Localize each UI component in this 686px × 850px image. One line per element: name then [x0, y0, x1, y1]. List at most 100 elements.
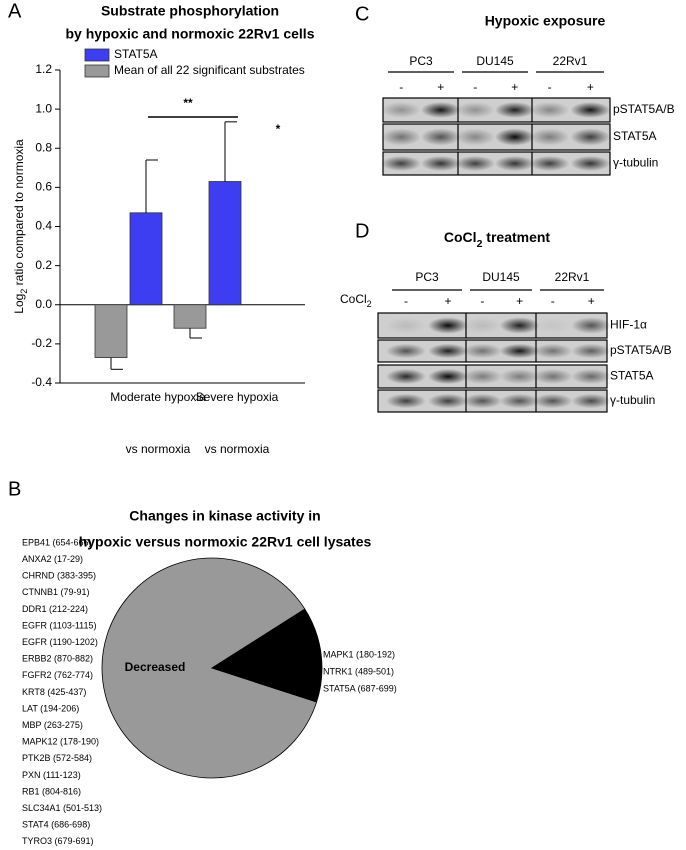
substrate-label: PXN (111-123): [22, 770, 81, 780]
y-tick-label: 1.0: [35, 101, 52, 115]
cell-line-label: PC3: [415, 270, 439, 284]
legend-label: Mean of all 22 significant substrates: [114, 63, 305, 77]
error-bar: [110, 357, 123, 370]
significance-mark: **: [183, 96, 193, 110]
error-bar: [145, 159, 158, 213]
pie-slice: [211, 608, 323, 703]
blot-band: [532, 368, 573, 385]
substrate-label: TYRO3 (679-691): [22, 836, 94, 846]
cell-line-label: DU145: [476, 54, 514, 68]
blot-band: [570, 155, 611, 172]
chart-title: by hypoxic and normoxic 22Rv1 cells: [66, 26, 315, 42]
substrate-label: EGFR (1190-1202): [22, 637, 98, 647]
blot-band: [381, 128, 422, 146]
blot-band: [455, 155, 496, 172]
blot-band: [428, 368, 468, 385]
blot-band: [462, 393, 503, 409]
y-tick-label: 0.2: [35, 258, 52, 272]
panel-label: B: [8, 478, 21, 500]
blot-band: [420, 102, 461, 118]
blot-band: [386, 343, 426, 359]
blot-band: [462, 343, 503, 359]
legend-swatch: [84, 64, 110, 78]
blot-band: [499, 368, 540, 385]
substrate-label: SLC34A1 (501-513): [22, 803, 102, 813]
panel-label: C: [355, 3, 369, 25]
substrate-label: DDR1 (212-224): [22, 604, 88, 614]
chart-title: Substrate phosphorylation: [101, 3, 279, 19]
blot-band: [455, 128, 496, 146]
substrate-label: EPB41 (654-666): [22, 537, 92, 547]
treatment-sign: +: [437, 80, 444, 94]
cell-line-label: 22Rv1: [553, 54, 588, 68]
blot-band: [532, 343, 573, 359]
text-part: Log: [12, 294, 26, 314]
blot-band: [381, 155, 422, 172]
cell-line-label: 22Rv1: [555, 270, 590, 284]
blot-band: [420, 128, 461, 146]
blot-band: [455, 102, 496, 118]
panel-title: CoCl2 treatment: [444, 229, 551, 250]
treatment-sign: +: [516, 294, 523, 308]
blot-band: [532, 393, 573, 409]
treatment-sign: -: [548, 80, 552, 94]
blot-band: [494, 155, 535, 172]
text-part: 2: [477, 238, 483, 250]
blot-band: [571, 393, 612, 409]
row-label: γ-tubulin: [613, 156, 658, 170]
chart-title: Changes in kinase activity in: [129, 508, 320, 524]
blot-band: [494, 102, 535, 118]
bar: [129, 212, 163, 306]
substrate-label: CTNNB1 (79-91): [22, 587, 90, 597]
y-tick-label: 0.0: [35, 297, 52, 311]
slice-label: Decreased: [125, 660, 186, 674]
error-bar: [224, 121, 237, 182]
significance-mark: *: [276, 122, 281, 136]
blot-band: [529, 155, 570, 172]
blot-band: [462, 368, 503, 385]
substrate-label: FGFR2 (762-774): [22, 670, 93, 680]
treatment-sign: +: [587, 80, 594, 94]
treatment-sign: -: [551, 294, 555, 308]
blot-band: [428, 343, 468, 359]
panel-label: A: [8, 0, 22, 22]
y-axis-label: Log2 ratio compared to normoxia: [12, 139, 29, 314]
text-part: 2: [367, 299, 372, 309]
substrate-label: ANXA2 (17-29): [22, 554, 83, 564]
treatment-sign: +: [511, 80, 518, 94]
substrate-label: PTK2B (572-584): [22, 753, 92, 763]
substrate-label: MAPK12 (178-190): [22, 737, 99, 747]
row-label: STAT5A: [613, 129, 657, 143]
blot-band: [499, 393, 540, 409]
treatment-sign: +: [588, 294, 595, 308]
substrate-label: EGFR (1103-1115): [22, 620, 97, 630]
legend-label: STAT5A: [114, 47, 158, 61]
row-label: pSTAT5A/B: [613, 102, 675, 116]
blot-band: [494, 128, 535, 146]
y-tick-label: 0.4: [35, 219, 52, 233]
substrate-label: STAT5A (687-699): [323, 683, 397, 693]
blot-band: [428, 317, 468, 334]
x-tick-label: vs normoxia: [205, 442, 270, 456]
legend-swatch: [84, 48, 110, 62]
substrate-label: ERBB2 (870-882): [22, 654, 93, 664]
treatment-sign: +: [444, 294, 451, 308]
blot-band: [571, 368, 612, 385]
cell-line-label: PC3: [409, 54, 433, 68]
panel-title: Hypoxic exposure: [485, 13, 606, 29]
blot-band: [529, 128, 570, 146]
treatment-sign: -: [473, 80, 477, 94]
blot-band: [462, 317, 503, 334]
treatment-sign: -: [399, 80, 403, 94]
substrate-label: STAT4 (686-698): [22, 820, 90, 830]
panel-label: D: [355, 220, 369, 242]
blot-band: [386, 317, 426, 334]
substrate-label: KRT8 (425-437): [22, 687, 86, 697]
substrate-label: RB1 (804-816): [22, 786, 81, 796]
treatment-sign: -: [404, 294, 408, 308]
blot-band: [570, 102, 611, 118]
substrate-label: CHRND (383-395): [22, 571, 96, 581]
row-label: STAT5A: [610, 369, 654, 383]
